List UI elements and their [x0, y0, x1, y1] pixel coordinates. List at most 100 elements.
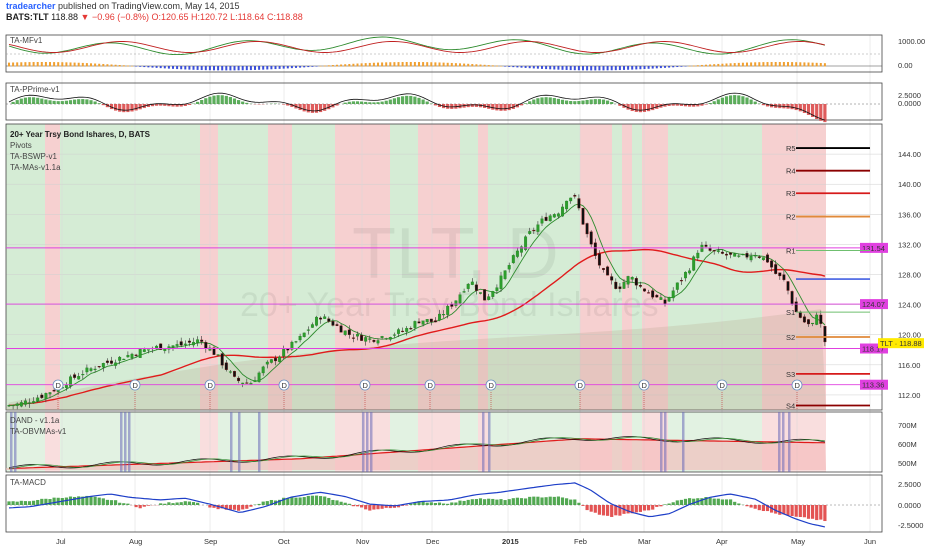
mf-bar [512, 66, 515, 68]
macd-hist-bar [372, 505, 376, 510]
mf-bar [446, 62, 449, 67]
candle-body [802, 316, 806, 323]
macd-hist-bar [335, 500, 339, 505]
candle-body [425, 319, 429, 323]
mf-bar [504, 66, 507, 67]
mf-bar [258, 66, 261, 70]
candle-body [634, 278, 638, 286]
candle-body [807, 319, 810, 325]
candle-body [614, 281, 618, 289]
trend-band [612, 124, 622, 410]
trend-band [45, 124, 60, 410]
mf-bar [241, 66, 244, 71]
macd-hist-bar [704, 497, 708, 505]
pprime-bar [56, 101, 60, 104]
mf-bar [582, 66, 584, 71]
mf-bar [110, 64, 113, 67]
candle-body [589, 231, 593, 245]
mf-bar [459, 63, 461, 67]
candle-body [766, 254, 769, 263]
mf-bar [61, 62, 64, 67]
mf-bar [245, 66, 248, 71]
pprime-bar [421, 99, 425, 104]
macd-hist-bar [733, 501, 737, 505]
pprime-bar [536, 98, 540, 104]
mf-bar [430, 62, 433, 67]
legend-main-title: 20+ Year Trsy Bond Ishares, D, BATS [10, 130, 151, 139]
mf-bar [196, 66, 199, 70]
mf-bar [94, 63, 97, 67]
mf-bar [360, 63, 363, 67]
candle-body [495, 287, 499, 292]
macd-hist-bar [540, 497, 544, 505]
pivot-label: R5 [786, 144, 796, 153]
candle-body [474, 284, 478, 291]
candle-body [347, 329, 351, 335]
pprime-bar [610, 102, 614, 104]
candle-body [155, 345, 159, 349]
candle-body [81, 374, 85, 376]
pprime-bar [737, 95, 741, 104]
mf-bar [795, 62, 798, 67]
author-link[interactable]: tradearcher [6, 1, 56, 11]
macd-hist-bar [302, 497, 306, 505]
macd-hist-bar [667, 503, 671, 505]
mf-bar [286, 66, 289, 69]
pprime-bar [146, 104, 150, 107]
level-tag [860, 343, 888, 354]
pivot-label: R3 [786, 189, 796, 198]
macd-hist-bar [310, 495, 314, 505]
macd-hist-bar [351, 505, 355, 507]
candle-body [183, 343, 187, 345]
level-tag-label: 131.54 [862, 244, 885, 253]
pprime-bar [491, 104, 495, 110]
mf-bar [631, 66, 634, 70]
mf-bar [815, 62, 818, 67]
macd-hist-bar [269, 499, 273, 505]
candle-body [11, 404, 15, 407]
mf-bar [754, 62, 757, 67]
candle-body [364, 337, 368, 342]
mf-bar [336, 64, 338, 67]
price-axis-tick: 116.00 [898, 361, 920, 370]
mf-bar [692, 65, 695, 67]
candle-body [556, 213, 560, 217]
mf-bar [49, 62, 51, 67]
mf-bar [139, 66, 142, 67]
pprime-bar [36, 97, 40, 104]
trend-band [632, 124, 642, 410]
mf-bar [741, 62, 744, 67]
macd-hist-bar [433, 502, 437, 505]
mf-bar [524, 66, 527, 68]
pprime-bar [15, 100, 19, 104]
macd-hist-bar [688, 498, 692, 505]
pprime-bar [376, 102, 380, 104]
mf-line-green [8, 36, 826, 56]
dividend-marker-label: D [720, 381, 726, 390]
mf-bar [598, 66, 601, 71]
candle-body [192, 341, 195, 346]
macd-hist-bar [749, 505, 753, 508]
candle-body [233, 371, 236, 377]
candle-body [655, 294, 659, 298]
pprime-bar [384, 100, 388, 104]
candle-body [175, 344, 179, 346]
pprime-panel [6, 92, 882, 123]
macd-hist-bar [89, 496, 93, 505]
dividend-marker [791, 379, 803, 391]
macd-hist-bar [708, 497, 712, 505]
candle-body [274, 357, 277, 362]
candle-body [712, 250, 716, 252]
pprime-bar [626, 104, 630, 110]
macd-hist-bar [528, 496, 532, 505]
pprime-bar [401, 96, 405, 104]
dand-signal-bar [788, 412, 791, 472]
macd-hist-bar [720, 499, 724, 505]
macd-hist-bar [683, 498, 688, 505]
macd-hist-bar [48, 499, 52, 505]
pprime-bar [765, 104, 770, 107]
dand-axis-tick: 600M [898, 440, 917, 449]
mf-bar [8, 62, 10, 67]
macd-hist-bar [265, 501, 269, 505]
pprime-bar [601, 99, 606, 104]
